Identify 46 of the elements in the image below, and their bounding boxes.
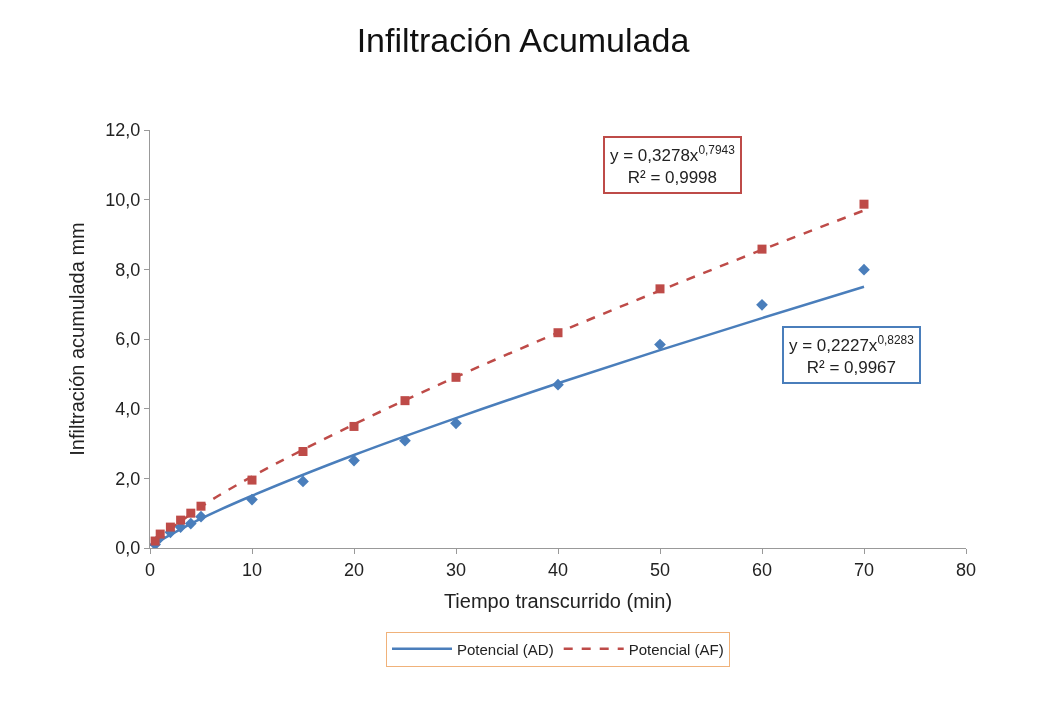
point (298, 447, 308, 457)
annotation: y = 0,3278x$^{0,7943}$ R² = 0,9998 (610, 143, 736, 188)
point (400, 396, 410, 406)
point (165, 522, 175, 532)
point (451, 372, 461, 382)
point (552, 378, 564, 391)
point (176, 515, 186, 525)
point (399, 434, 411, 447)
x-tick-label: 60 (751, 559, 773, 580)
point (654, 338, 666, 351)
point (246, 493, 258, 506)
y-tick-label: 6,0 (115, 329, 141, 350)
y-tick-label: 8,0 (115, 259, 141, 280)
chart-title: Infiltración Acumulada (356, 21, 690, 60)
point (757, 244, 767, 254)
point (858, 263, 870, 276)
x-tick-label: 0 (144, 559, 156, 580)
point (655, 284, 665, 294)
y-tick-label: 2,0 (115, 468, 141, 489)
x-tick-label: 70 (853, 559, 875, 580)
x-tick-label: 80 (955, 559, 977, 580)
x-tick-label: 40 (547, 559, 569, 580)
point (195, 510, 207, 523)
point (247, 475, 257, 485)
point (859, 199, 869, 209)
point (756, 299, 768, 311)
x-axis-title: Tiempo transcurrido (min) (443, 590, 673, 613)
point (297, 475, 309, 488)
x-tick-label: 30 (445, 559, 467, 580)
y-tick-label: 4,0 (115, 398, 141, 419)
y-tick-label: 10,0 (105, 189, 141, 210)
point (196, 501, 206, 511)
annotation: y = 0,2227x$^{0,8283}$ R² = 0,9967 (789, 333, 915, 378)
point (553, 328, 563, 338)
y-tick-label: 0,0 (115, 538, 141, 559)
x-tick-label: 20 (343, 559, 365, 580)
legend-label: Potencial (AF) (628, 640, 724, 658)
legend-label: Potencial (AD) (457, 640, 554, 658)
x-tick-label: 10 (241, 559, 263, 580)
x-tick-label: 50 (649, 559, 671, 580)
y-tick-label: 12,0 (105, 120, 141, 141)
point (186, 508, 196, 518)
point (349, 421, 359, 431)
point (184, 517, 197, 530)
point (155, 529, 165, 539)
y-axis-title: Infiltración acumulada mm (65, 222, 88, 456)
